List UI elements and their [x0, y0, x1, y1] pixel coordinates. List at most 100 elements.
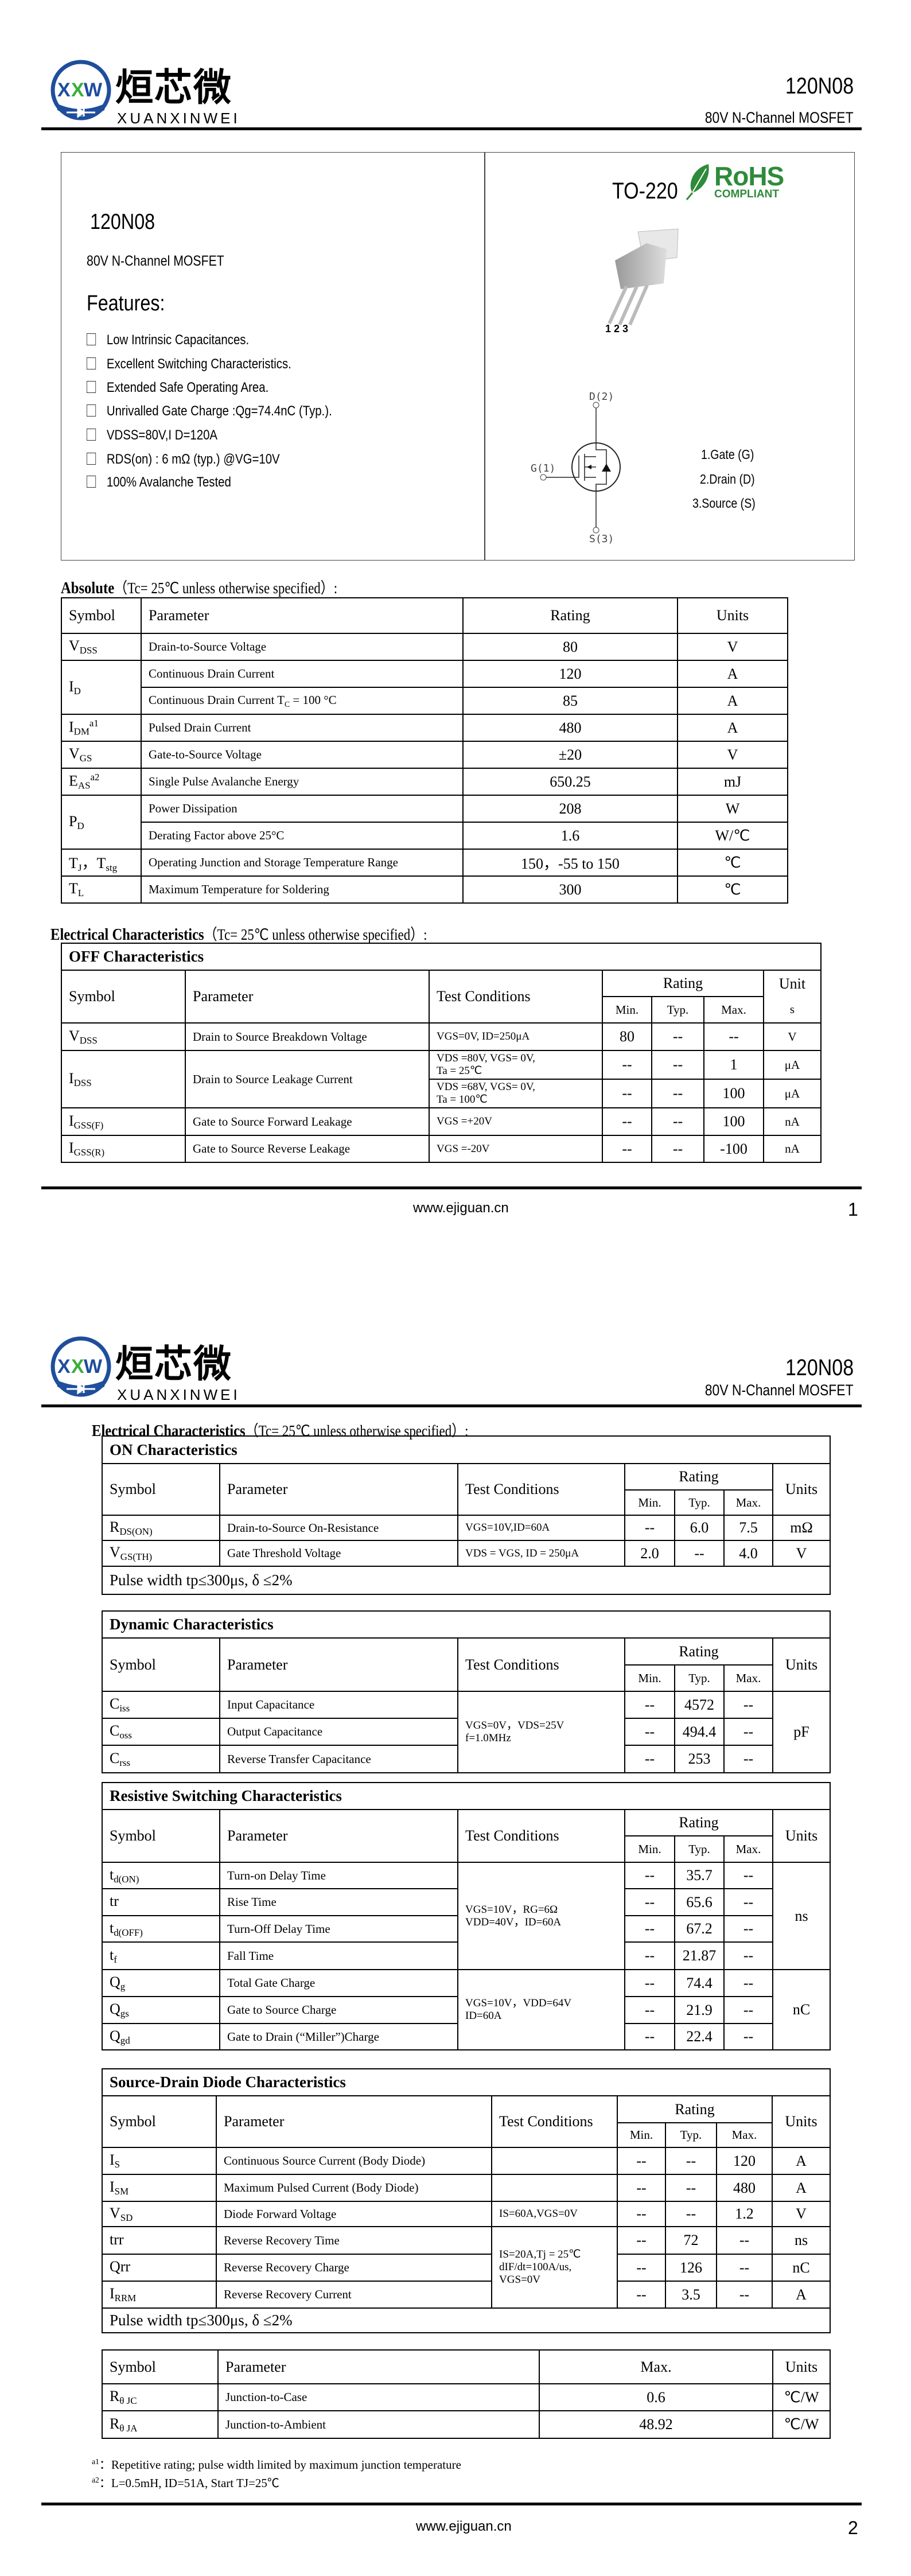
symbol-cell: IGSS(R) [61, 1135, 186, 1163]
symbol-cell: TL [61, 875, 142, 904]
drain-label: D(2) [589, 391, 614, 403]
header-min: Min. [617, 2122, 666, 2148]
table-row: Qrr Reverse Recovery Charge -- 126 -- nC [102, 2254, 831, 2282]
symbol-cell: ISM [102, 2174, 217, 2202]
symbol-cell: td(ON) [102, 1862, 220, 1889]
max-cell: -- [716, 2254, 773, 2282]
source-label: S(3) [589, 533, 614, 545]
typ-cell: -- [651, 1050, 704, 1080]
min-cell: -- [624, 1915, 675, 1943]
min-cell: -- [624, 1718, 675, 1746]
table-row: Derating Factor above 25°C 1.6 W/℃ [61, 822, 788, 850]
table-row: tr Rise Time -- 65.6 -- [102, 1888, 830, 1916]
parameter-cell: Drain to Source Leakage Current [185, 1050, 430, 1108]
min-cell: -- [617, 2254, 666, 2282]
rating-cell: 150，-55 to 150 [462, 849, 678, 877]
typ-cell: 72 [665, 2226, 717, 2255]
intro-divider [484, 153, 485, 560]
header-test-conditions: Test Conditions [491, 2095, 618, 2148]
rating-cell: 650.25 [462, 768, 678, 796]
parameter-cell: Operating Junction and Storage Temperatu… [141, 849, 464, 877]
min-cell: 2.0 [624, 1540, 675, 1567]
typ-cell: -- [665, 2201, 717, 2227]
unit-cell: ns [772, 1862, 831, 1970]
typ-cell: -- [665, 2174, 717, 2202]
symbol-cell: VDSS [61, 633, 142, 661]
table-header-row: Symbol Parameter Rating Units [61, 597, 788, 634]
table-row: trr Reverse Recovery Time IS=20A,Tj = 25… [102, 2226, 831, 2309]
table-row: VSD Diode Forward Voltage IS=60A,VGS=0V … [102, 2201, 831, 2227]
logo-emblem-icon: X X W [50, 60, 111, 120]
header-symbol: Symbol [102, 1809, 220, 1863]
table-row: Qg Total Gate Charge VGS=10V，VDD=64V ID=6… [102, 1969, 831, 2050]
footer-website-link[interactable]: www.ejiguan.cn [413, 1200, 509, 1216]
table-row: ID Continuous Drain Current 120 A [61, 660, 788, 715]
unit-cell: pF [772, 1691, 831, 1773]
header-rating: Rating [462, 597, 678, 634]
unit-cell: V [762, 1022, 822, 1051]
min-cell: -- [602, 1107, 652, 1136]
table-title: OFF Characteristics [60, 943, 822, 971]
header-max: Max. [723, 1489, 773, 1516]
unit-cell: W [677, 795, 788, 823]
logo-emblem-icon: X X W [50, 1336, 111, 1397]
logo-chinese-name: 烜芯微 [115, 1342, 232, 1386]
condition-cell: VGS=10V，RG=6Ω VDD=40V，ID=60A [457, 1862, 625, 1970]
header-units: Units [771, 2095, 831, 2148]
header-test-conditions: Test Conditions [457, 1637, 625, 1692]
typ-cell: 22.4 [674, 2023, 725, 2050]
table-row: TL Maximum Temperature for Soldering 300… [61, 875, 788, 904]
features-title: Features: [87, 291, 165, 316]
min-cell: -- [617, 2201, 666, 2227]
header-symbol: Symbol [102, 1637, 220, 1692]
mosfet-schematic-icon [540, 402, 621, 534]
pulse-note: Pulse width tp≤300μs, δ ≤2% [101, 2307, 831, 2333]
svg-text:X: X [57, 1356, 71, 1378]
absolute-heading: Absolute（Tc= 25℃ unless otherwise specif… [61, 579, 338, 597]
header-symbol: Symbol [102, 2349, 219, 2384]
parameter-cell: Continuous Drain Current TC = 100 °C [141, 687, 464, 715]
feature-text: Unrivalled Gate Charge :Qg=74.4nC (Typ.)… [106, 403, 332, 419]
table-row: PD Power Dissipation 208 W [61, 795, 788, 850]
parameter-cell: Gate to Source Charge [219, 1996, 458, 2024]
table-row: VDSS Drain to Source Breakdown Voltage V… [61, 1022, 822, 1051]
header-rating: Rating [624, 1463, 773, 1491]
symbol-cell: Qrr [102, 2254, 217, 2282]
condition-cell [491, 2174, 618, 2202]
header-rule [41, 1404, 862, 1407]
typ-cell: 253 [674, 1745, 725, 1773]
rohs-title: RoHS [714, 161, 784, 191]
condition-cell: VDS =80V, VGS= 0V, Ta = 25℃ [429, 1050, 603, 1080]
header-rule [41, 127, 862, 130]
thermal-resistance-table: Symbol Parameter Max. Units Rθ JC Juncti… [102, 2349, 831, 2439]
checkbox-icon [87, 357, 96, 369]
condition-cell: VGS=0V, ID=250μA [429, 1022, 603, 1051]
max-cell: -- [716, 2226, 773, 2255]
header-subtitle: 80V N-Channel MOSFET [705, 109, 854, 126]
unit-cell: nC [772, 1969, 831, 2050]
typ-cell: 21.9 [674, 1996, 725, 2024]
symbol-cell: ID [61, 660, 142, 715]
max-cell: -- [723, 1691, 773, 1719]
footer-website-link[interactable]: www.ejiguan.cn [416, 2519, 512, 2534]
table-row: Qgd Gate to Drain (“Miller”)Charge -- 22… [102, 2023, 830, 2050]
symbol-cell: Crss [102, 1745, 220, 1773]
table-row: Rθ JC Junction-to-Case 0.6 ℃/W [102, 2383, 831, 2411]
max-cell: 0.6 [539, 2383, 773, 2411]
rating-cell: 480 [462, 714, 678, 742]
typ-cell: 494.4 [674, 1718, 725, 1746]
parameter-cell: Drain-to-Source On-Resistance [219, 1515, 458, 1541]
parameter-cell: Junction-to-Case [217, 2383, 540, 2411]
table-row: TJ，Tstg Operating Junction and Storage T… [61, 849, 788, 877]
min-cell: -- [624, 1862, 675, 1889]
unit-cell: μA [762, 1079, 822, 1108]
header-part-number: 120N08 [785, 73, 854, 99]
footnote-a1: a1：Repetitive rating; pulse width limite… [92, 2457, 461, 2472]
header-max: Max. [703, 996, 764, 1024]
parameter-cell: Continuous Source Current (Body Diode) [216, 2147, 492, 2175]
unit-cell: A [771, 2281, 831, 2309]
max-cell: 480 [716, 2174, 773, 2202]
table-row: IGSS(F) Gate to Source Forward Leakage V… [61, 1107, 822, 1136]
unit-cell: A [771, 2147, 831, 2175]
condition-cell: IS=20A,Tj = 25℃ dIF/dt=100A/us, VGS=0V [491, 2226, 618, 2309]
